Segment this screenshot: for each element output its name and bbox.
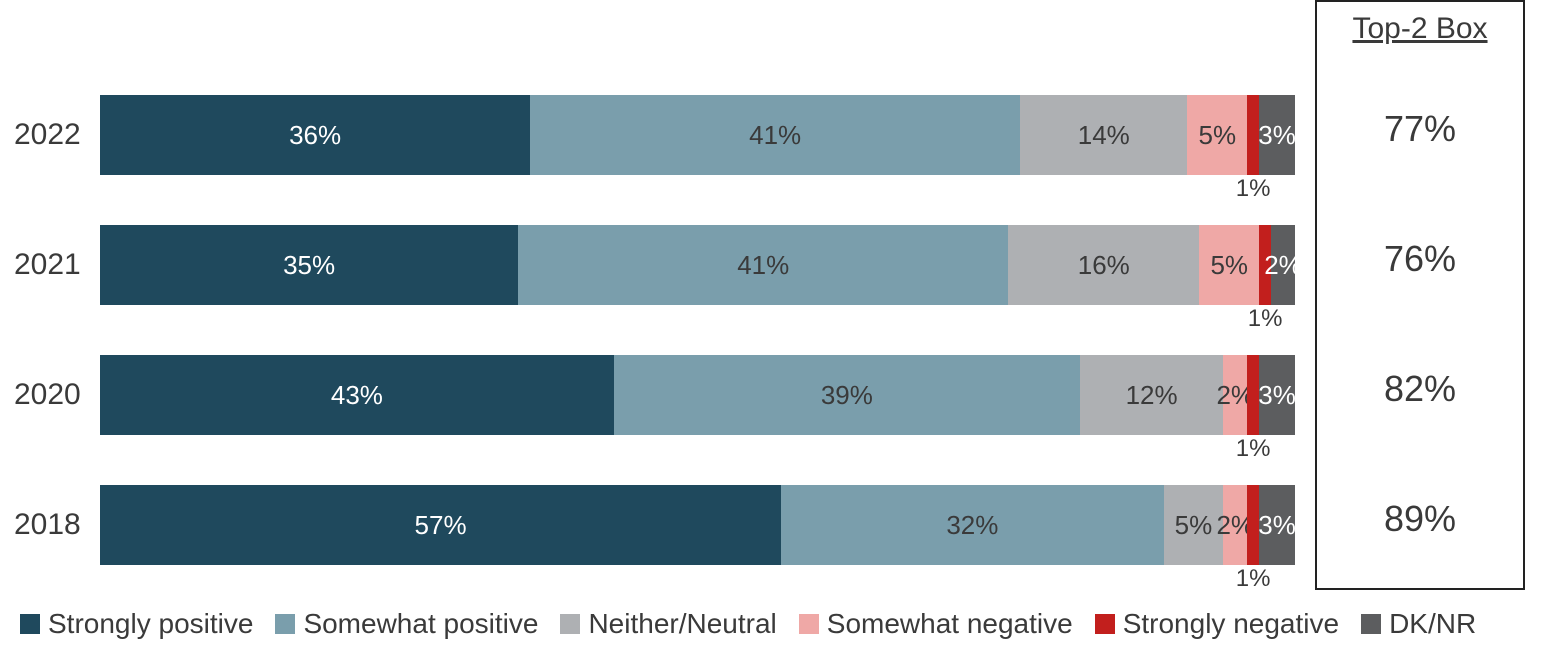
bar-segment-somewhat_positive: 41% <box>518 225 1008 305</box>
legend-item-somewhat_negative: Somewhat negative <box>799 608 1073 640</box>
top2-header: Top-2 Box <box>1352 2 1487 64</box>
bar-segment-strongly_negative: 1% <box>1247 355 1259 435</box>
year-label: 2022 <box>0 118 90 152</box>
top2-value: 76% <box>1384 194 1456 324</box>
bar-track: 36% 41% 14% 5% 1%3% <box>100 95 1295 175</box>
legend-item-neither_neutral: Neither/Neutral <box>560 608 776 640</box>
bar-row: 202135%41%16%5%1%2% <box>0 200 1295 330</box>
bar-track: 35% 41% 16% 5% 1%2% <box>100 225 1295 305</box>
segment-label: 1% <box>1236 435 1271 463</box>
legend-item-strongly_negative: Strongly negative <box>1095 608 1339 640</box>
segment-label: 3% <box>1258 510 1296 541</box>
legend-label: Strongly negative <box>1123 608 1339 640</box>
segment-label: 36% <box>289 120 341 151</box>
legend-swatch <box>1095 614 1115 634</box>
chart-area: 202236%41%14%5%1%3%202135%41%16%5%1%2%20… <box>0 0 1549 590</box>
bar-track: 57% 32% 5% 2%1%3% <box>100 485 1295 565</box>
legend-item-dk_nr: DK/NR <box>1361 608 1476 640</box>
bar-segment-somewhat_positive: 39% <box>614 355 1080 435</box>
legend-label: DK/NR <box>1389 608 1476 640</box>
segment-label: 16% <box>1078 250 1130 281</box>
bar-segment-dk_nr: 2% <box>1271 225 1295 305</box>
top2-values-container: 77%76%82%89% <box>1384 64 1456 584</box>
bar-segment-strongly_positive: 35% <box>100 225 518 305</box>
segment-label: 5% <box>1199 120 1237 151</box>
legend-swatch <box>560 614 580 634</box>
legend-item-strongly_positive: Strongly positive <box>20 608 253 640</box>
bar-row: 202236%41%14%5%1%3% <box>0 70 1295 200</box>
year-label: 2020 <box>0 378 90 412</box>
top2-value: 77% <box>1384 64 1456 194</box>
bar-segment-strongly_positive: 36% <box>100 95 530 175</box>
bar-segment-dk_nr: 3% <box>1259 485 1295 565</box>
segment-label: 39% <box>821 380 873 411</box>
segment-label: 43% <box>331 380 383 411</box>
legend-label: Somewhat positive <box>303 608 538 640</box>
year-label: 2018 <box>0 508 90 542</box>
bar-segment-dk_nr: 3% <box>1259 95 1295 175</box>
year-label: 2021 <box>0 248 90 282</box>
chart-legend: Strongly positive Somewhat positive Neithe… <box>0 590 1549 640</box>
legend-label: Strongly positive <box>48 608 253 640</box>
bar-row: 201857%32%5%2%1%3% <box>0 460 1295 590</box>
legend-swatch <box>20 614 40 634</box>
legend-swatch <box>799 614 819 634</box>
bar-segment-neither_neutral: 16% <box>1008 225 1199 305</box>
legend-swatch <box>275 614 295 634</box>
bar-segment-somewhat_positive: 32% <box>781 485 1163 565</box>
segment-label: 1% <box>1248 305 1283 333</box>
legend-swatch <box>1361 614 1381 634</box>
segment-label: 5% <box>1175 510 1213 541</box>
segment-label: 12% <box>1126 380 1178 411</box>
segment-label: 3% <box>1258 380 1296 411</box>
top2-value: 82% <box>1384 324 1456 454</box>
bar-segment-neither_neutral: 12% <box>1080 355 1223 435</box>
bar-segment-neither_neutral: 5% <box>1164 485 1224 565</box>
bar-segment-somewhat_negative: 2% <box>1223 485 1247 565</box>
bar-segment-strongly_positive: 57% <box>100 485 781 565</box>
segment-label: 1% <box>1236 565 1271 593</box>
segment-label: 5% <box>1210 250 1248 281</box>
segment-label: 35% <box>283 250 335 281</box>
bar-segment-neither_neutral: 14% <box>1020 95 1187 175</box>
bar-segment-strongly_positive: 43% <box>100 355 614 435</box>
top2-value: 89% <box>1384 454 1456 584</box>
segment-label: 41% <box>749 120 801 151</box>
segment-label: 1% <box>1236 175 1271 203</box>
bar-segment-strongly_negative: 1% <box>1247 95 1259 175</box>
segment-label: 32% <box>946 510 998 541</box>
segment-label: 57% <box>415 510 467 541</box>
segment-label: 3% <box>1258 120 1296 151</box>
bar-segment-somewhat_negative: 2% <box>1223 355 1247 435</box>
bars-column: 202236%41%14%5%1%3%202135%41%16%5%1%2%20… <box>0 0 1295 590</box>
legend-label: Neither/Neutral <box>588 608 776 640</box>
legend-label: Somewhat negative <box>827 608 1073 640</box>
bar-segment-strongly_negative: 1% <box>1259 225 1271 305</box>
segment-label: 14% <box>1078 120 1130 151</box>
legend-item-somewhat_positive: Somewhat positive <box>275 608 538 640</box>
stacked-bar-chart: 202236%41%14%5%1%3%202135%41%16%5%1%2%20… <box>0 0 1549 656</box>
bar-segment-strongly_negative: 1% <box>1247 485 1259 565</box>
bar-row: 202043%39%12%2%1%3% <box>0 330 1295 460</box>
segment-label: 41% <box>737 250 789 281</box>
bar-segment-somewhat_positive: 41% <box>530 95 1020 175</box>
bar-segment-somewhat_negative: 5% <box>1187 95 1247 175</box>
bar-segment-somewhat_negative: 5% <box>1199 225 1259 305</box>
top2-box-column: Top-2 Box 77%76%82%89% <box>1315 0 1525 590</box>
bar-track: 43% 39% 12% 2%1%3% <box>100 355 1295 435</box>
bar-segment-dk_nr: 3% <box>1259 355 1295 435</box>
